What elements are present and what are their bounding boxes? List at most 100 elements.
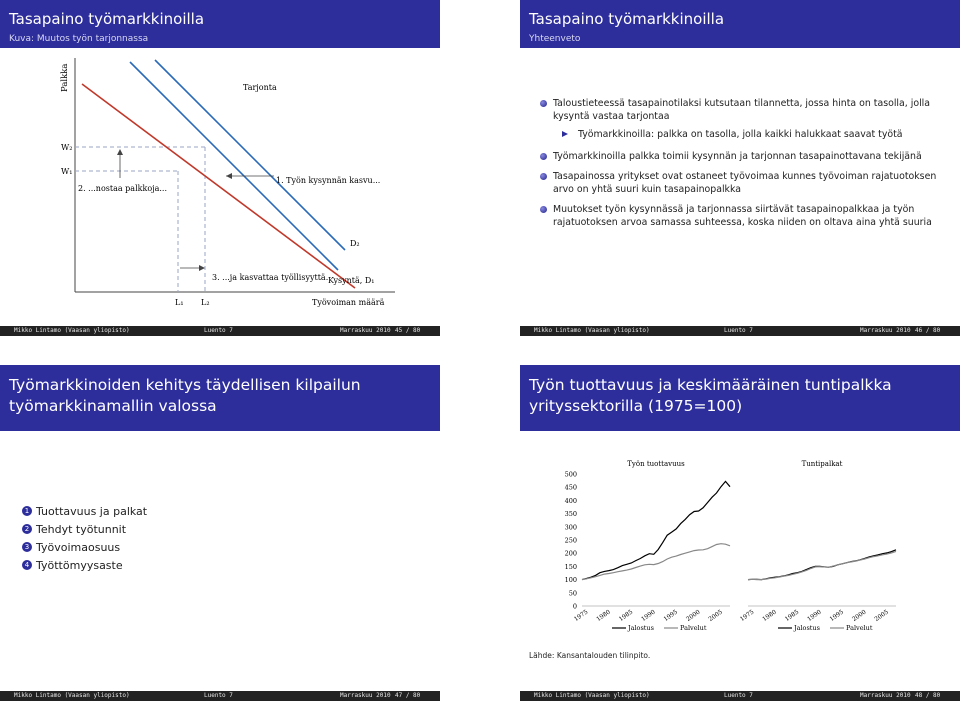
footer-author: Mikko Lintamo (Vaasan yliopisto) (14, 692, 130, 699)
y-tick-label: 300 (565, 523, 577, 531)
legend-label: Jalostus (793, 624, 820, 632)
footer-author: Mikko Lintamo (Vaasan yliopisto) (534, 692, 650, 699)
d2-label: D₂ (350, 239, 360, 248)
footer-author: Mikko Lintamo (Vaasan yliopisto) (14, 327, 130, 334)
demand-curve-d1 (129, 61, 339, 271)
y-tick-label: 250 (565, 537, 577, 545)
slide-header: Työmarkkinoiden kehitys täydellisen kilp… (0, 365, 440, 431)
y-tick-label: 350 (565, 510, 577, 518)
chart-title: Työn tuottavuus (627, 460, 685, 468)
slide-47: Työmarkkinoiden kehitys täydellisen kilp… (0, 365, 440, 701)
step2-arrowhead (117, 149, 123, 155)
sub-list-item: Työmarkkinoilla: palkka on tasolla, joll… (540, 128, 955, 141)
footer-date: Marraskuu 2010 (860, 692, 911, 699)
x-tick-label: 2005 (707, 608, 724, 623)
legend-label: Jalostus (627, 624, 654, 632)
x-tick-label: 1990 (806, 608, 823, 623)
slide-footer: Mikko Lintamo (Vaasan yliopisto) Luento … (0, 691, 440, 701)
footer-date: Marraskuu 2010 (340, 327, 391, 334)
footer-page: 48 / 80 (915, 692, 941, 699)
bullet-icon (540, 100, 547, 107)
footer-author: Mikko Lintamo (Vaasan yliopisto) (534, 327, 650, 334)
source-note: Lähde: Kansantalouden tilinpito. (529, 651, 651, 660)
productivity-wage-charts: 0 50 100 150 200 250 300 350 400 450 500 Työn tuott… (565, 460, 897, 632)
bullet-list: Taloustieteessä tasapainotilaksi kutsuta… (540, 97, 955, 236)
supply-curve (81, 83, 356, 289)
slide-46: Tasapaino työmarkkinoilla Yhteenveto Tal… (520, 0, 960, 336)
bullet-icon (540, 173, 547, 180)
y-tick-label: 500 (565, 471, 577, 479)
y-tick-label: 50 (569, 589, 577, 597)
d1-label: Kysyntä, D₁ (328, 276, 374, 285)
l1-label: L₁ (175, 298, 184, 307)
x-axis-label: Työvoiman määrä (312, 298, 385, 307)
x-tick-label: 1980 (761, 608, 778, 623)
x-tick-label: 2000 (685, 608, 702, 623)
y-tick-label: 400 (565, 497, 577, 505)
list-item: 3 Työvoimaosuus (22, 540, 147, 558)
number-badge: 4 (22, 560, 32, 570)
x-tick-label: 2000 (851, 608, 868, 623)
labor-market-diagram: Palkka Tarjonta D₂ Kysyntä, D₁ W₂ W₁ L₁ … (60, 58, 395, 307)
y-tick-label: 100 (565, 576, 577, 584)
demand-curve-d2 (154, 59, 346, 251)
series-line-palvelut (581, 543, 731, 581)
series-line-jalostus (747, 549, 897, 581)
slide-title: Työmarkkinoiden kehitys täydellisen kilp… (9, 376, 361, 415)
slide-subtitle: Kuva: Muutos työn tarjonnassa (9, 34, 149, 44)
x-tick-label: 1980 (595, 608, 612, 623)
slide-header: Tasapaino työmarkkinoilla Yhteenveto (520, 0, 960, 48)
series-line-jalostus (581, 480, 731, 581)
list-item: Taloustieteessä tasapainotilaksi kutsuta… (540, 97, 955, 123)
footer-page: 47 / 80 (395, 692, 421, 699)
list-item: 4 Työttömyysaste (22, 558, 147, 576)
footer-lecture: Luento 7 (724, 327, 753, 334)
series-line-palvelut (747, 550, 897, 581)
footer-lecture: Luento 7 (204, 692, 233, 699)
footer-date: Marraskuu 2010 (340, 692, 391, 699)
w2-label: W₂ (61, 143, 72, 152)
number-badge: 3 (22, 542, 32, 552)
list-item: Tasapainossa yritykset ovat ostaneet työ… (540, 170, 955, 196)
x-tick-label: 1985 (618, 608, 635, 623)
list-item: Työmarkkinoilla palkka toimii kysynnän j… (540, 150, 955, 163)
w1-label: W₁ (61, 167, 72, 176)
supply-label: Tarjonta (243, 83, 277, 92)
bullet-icon (540, 206, 547, 213)
slide-title: Tasapaino työmarkkinoilla (9, 10, 205, 28)
slide-45: Tasapaino työmarkkinoilla Kuva: Muutos t… (0, 0, 440, 336)
list-item: Muutokset työn kysynnässä ja tarjonnassa… (540, 203, 955, 229)
step1-label: 1. Työn kysynnän kasvu... (276, 176, 380, 185)
x-tick-label: 1995 (829, 608, 846, 623)
slide-48: Työn tuottavuus ja keskimääräinen tuntip… (520, 365, 960, 701)
list-item: 1 Tuottavuus ja palkat (22, 504, 147, 522)
slide-footer: Mikko Lintamo (Vaasan yliopisto) Luento … (0, 326, 440, 336)
x-tick-label: 1995 (663, 608, 680, 623)
slide-header: Työn tuottavuus ja keskimääräinen tuntip… (520, 365, 960, 431)
l2-label: L₂ (201, 298, 210, 307)
footer-page: 45 / 80 (395, 327, 421, 334)
x-tick-label: 1975 (573, 608, 590, 623)
y-tick-label: 200 (565, 550, 577, 558)
footer-date: Marraskuu 2010 (860, 327, 911, 334)
x-tick-label: 1985 (784, 608, 801, 623)
number-badge: 2 (22, 524, 32, 534)
slide-subtitle: Yhteenveto (529, 34, 581, 44)
step2-label: 2. ...nostaa palkkoja... (78, 184, 167, 193)
bullet-icon (540, 153, 547, 160)
legend-label: Palvelut (846, 624, 873, 632)
step1-arrowhead (226, 173, 232, 179)
number-badge: 1 (22, 506, 32, 516)
footer-lecture: Luento 7 (724, 692, 753, 699)
x-tick-label: 2005 (873, 608, 890, 623)
y-tick-label: 450 (565, 484, 577, 492)
slide-footer: Mikko Lintamo (Vaasan yliopisto) Luento … (520, 691, 960, 701)
x-tick-label: 1990 (640, 608, 657, 623)
slide-title: Tasapaino työmarkkinoilla (529, 10, 725, 28)
y-axis-label: Palkka (60, 64, 70, 93)
legend-label: Palvelut (680, 624, 707, 632)
slide-title: Työn tuottavuus ja keskimääräinen tuntip… (529, 376, 892, 415)
chart-title: Tuntipalkat (802, 460, 843, 468)
triangle-bullet-icon (562, 131, 568, 137)
enumerated-list: 1 Tuottavuus ja palkat 2 Tehdyt työtunnit … (22, 504, 147, 576)
